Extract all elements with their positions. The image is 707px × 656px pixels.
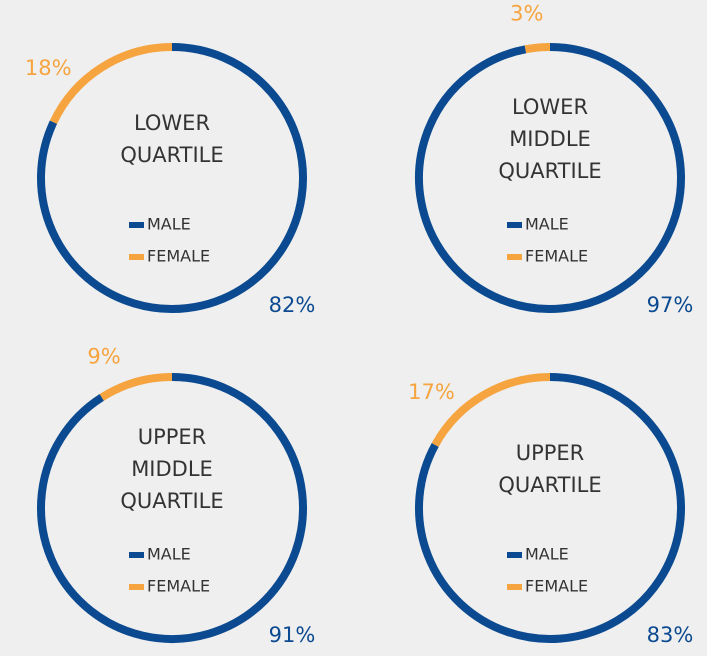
legend-label: MALE xyxy=(525,215,569,234)
legend-swatch xyxy=(129,254,144,260)
legend-label: FEMALE xyxy=(147,577,210,596)
chart-title: UPPER MIDDLE QUARTILE xyxy=(120,425,224,513)
legend-swatch xyxy=(507,254,522,260)
male-segment xyxy=(415,373,685,643)
female-segment xyxy=(49,43,173,124)
female-value-label: 18% xyxy=(25,56,72,80)
male-value-label: 83% xyxy=(647,623,694,647)
female-segment xyxy=(431,373,551,447)
legend-label: FEMALE xyxy=(525,247,588,266)
legend-label: FEMALE xyxy=(147,247,210,266)
male-value-label: 97% xyxy=(647,293,694,317)
female-value-label: 17% xyxy=(408,380,455,404)
chart-title: LOWER MIDDLE QUARTILE xyxy=(498,95,602,183)
chart-title: UPPER QUARTILE xyxy=(498,441,602,497)
male-segment xyxy=(415,43,685,313)
female-value-label: 3% xyxy=(510,2,543,26)
male-value-label: 82% xyxy=(269,293,316,317)
female-segment xyxy=(524,43,551,54)
male-segment xyxy=(37,43,307,313)
legend-swatch xyxy=(507,552,522,558)
legend-label: MALE xyxy=(525,545,569,564)
male-segment xyxy=(37,373,307,643)
legend-label: MALE xyxy=(147,215,191,234)
legend-swatch xyxy=(507,222,522,228)
legend-label: MALE xyxy=(147,545,191,564)
female-segment xyxy=(99,373,173,401)
legend-swatch xyxy=(129,222,144,228)
male-value-label: 91% xyxy=(269,623,316,647)
chart-title: LOWER QUARTILE xyxy=(120,111,224,167)
legend-swatch xyxy=(507,584,522,590)
legend-swatch xyxy=(129,584,144,590)
female-value-label: 9% xyxy=(87,345,120,369)
legend-swatch xyxy=(129,552,144,558)
legend-label: FEMALE xyxy=(525,577,588,596)
